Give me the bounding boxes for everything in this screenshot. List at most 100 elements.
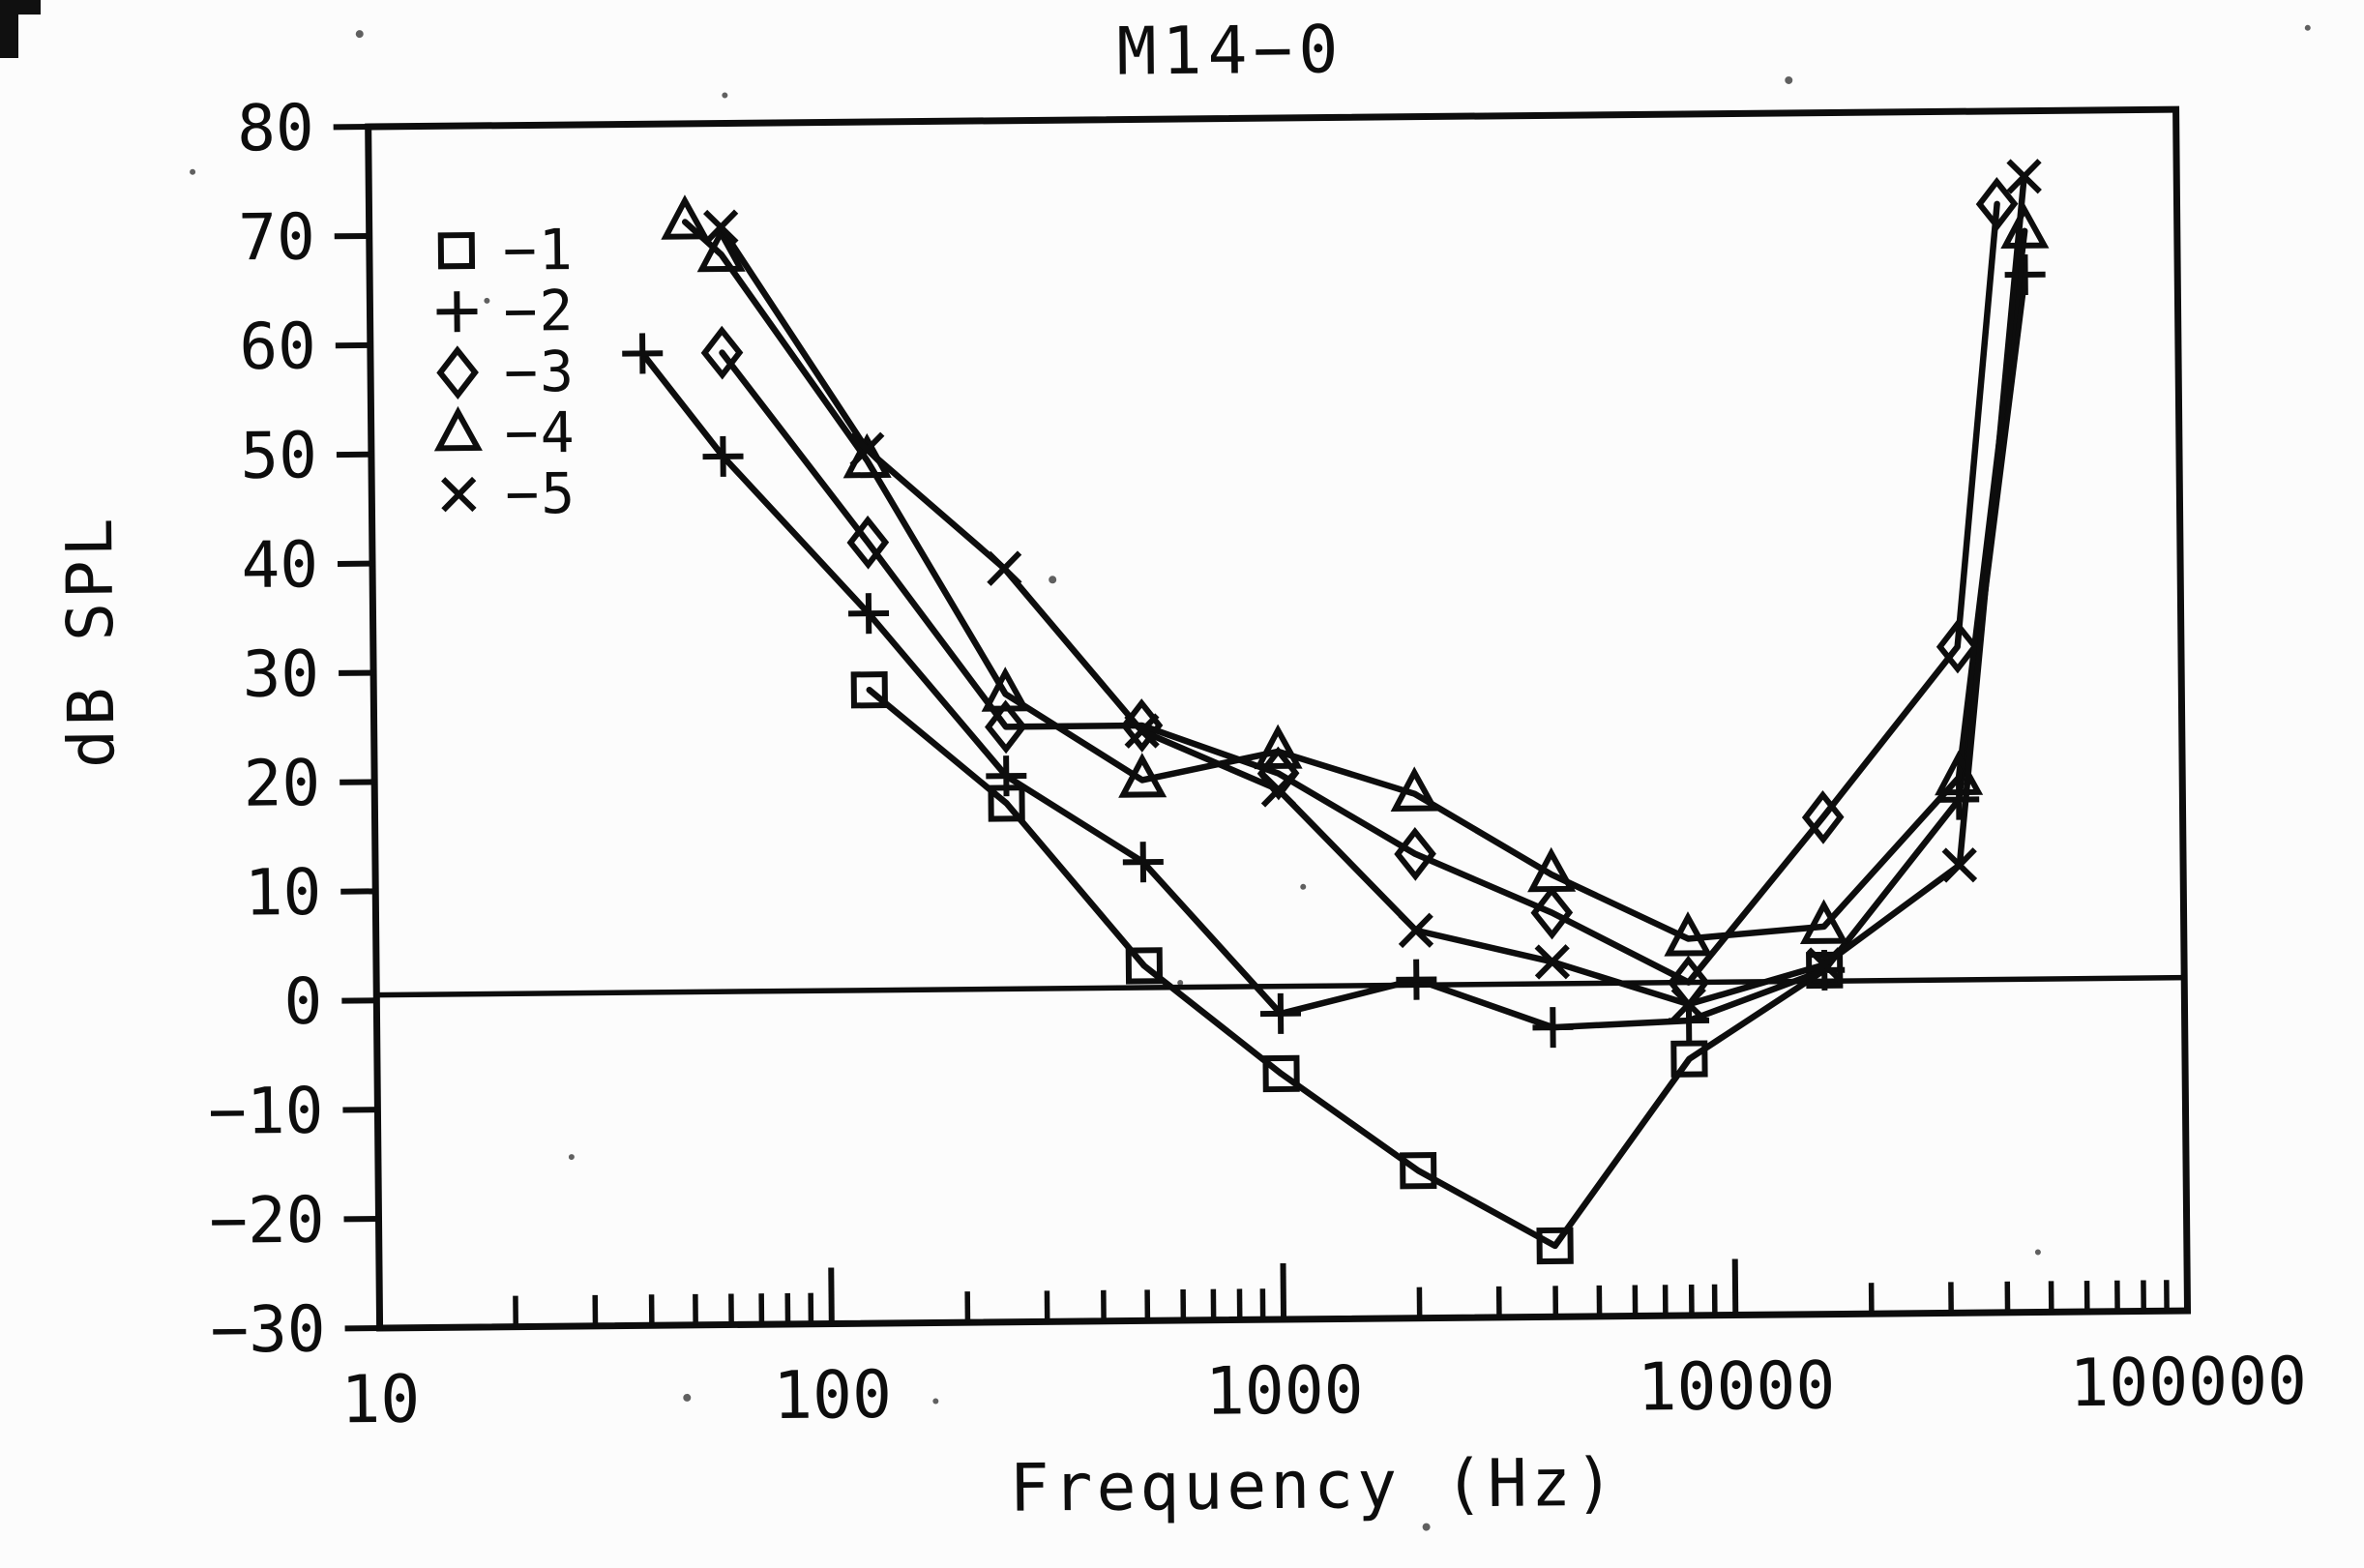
x-marker (849, 431, 885, 468)
legend-item-label: −4 (504, 399, 576, 466)
series-5-x (703, 159, 2042, 1022)
legend-item-label: −2 (503, 277, 576, 344)
x-marker (2006, 159, 2042, 194)
series-4-triangle (661, 194, 2050, 957)
x-axis-major-tick (828, 1267, 835, 1324)
y-tick-label: 30 (242, 636, 319, 712)
y-tick-label: 80 (237, 91, 314, 166)
y-tick-label: 40 (241, 527, 318, 603)
scan-speck (1049, 576, 1057, 584)
plus-marker (1938, 779, 1980, 820)
x-tick-label: 10 (340, 1362, 421, 1439)
triangle-marker (1664, 911, 1713, 957)
series-line (681, 219, 2028, 942)
legend-item: −5 (428, 459, 577, 527)
scan-speck (1177, 980, 1184, 987)
y-tick-label: −20 (209, 1183, 325, 1258)
x-axis-major-tick (1731, 1258, 1739, 1316)
x-marker (1260, 772, 1297, 808)
diamond-icon (436, 344, 479, 399)
zero-reference-line (376, 974, 2185, 998)
y-tick-label: 50 (240, 418, 317, 493)
scan-speck (722, 92, 728, 99)
scan-speck (1785, 75, 1793, 84)
series-3-diamond (700, 176, 2019, 1010)
legend-item: −1 (426, 216, 576, 283)
scan-artifact-corner (0, 0, 41, 58)
triangle-marker (661, 194, 710, 240)
diamond-marker (1530, 885, 1574, 940)
y-tick-label: −10 (208, 1074, 324, 1149)
diamond-marker (1936, 619, 1979, 674)
triangle-marker (1254, 724, 1303, 770)
triangle-marker (2000, 203, 2050, 250)
x-marker (1124, 713, 1160, 749)
legend-item-label: −1 (502, 216, 576, 283)
x-axis-major-tick (1280, 1262, 1287, 1320)
series-line (718, 173, 2027, 1008)
y-tick-label: 70 (238, 199, 315, 275)
x-axis-major-tick (2183, 1255, 2191, 1312)
plus-marker (622, 333, 664, 374)
triangle-icon (433, 405, 483, 451)
legend-item-label: −5 (504, 459, 577, 527)
legend-item-label: −3 (503, 338, 576, 405)
legend: −1 −2 −3 −4 −5 (426, 216, 577, 527)
diamond-marker (846, 515, 890, 570)
series-line (719, 200, 2000, 986)
plus-marker (1396, 959, 1437, 1000)
x-marker (1806, 947, 1843, 983)
x-icon (441, 476, 477, 512)
plus-marker (986, 755, 1027, 797)
scan-speck (2034, 1249, 2041, 1256)
scan-speck (932, 1398, 939, 1405)
square-marker (1536, 1227, 1574, 1265)
plus-marker (702, 435, 744, 477)
triangle-marker (1118, 753, 1167, 798)
plus-marker (1122, 842, 1164, 883)
x-marker (1534, 944, 1571, 980)
square-marker (1670, 1040, 1708, 1078)
x-marker (1398, 912, 1434, 949)
series-line (638, 271, 2028, 1031)
plus-marker (848, 593, 890, 635)
x-marker (1670, 986, 1707, 1022)
scan-speck (484, 297, 490, 304)
square-marker (1125, 947, 1164, 985)
x-tick-label: 100 (773, 1357, 893, 1435)
legend-item: −3 (427, 338, 576, 405)
plus-marker (1259, 992, 1302, 1034)
x-tick-label: 1000 (1204, 1352, 1364, 1431)
square-marker (1400, 1152, 1437, 1190)
square-icon (437, 231, 476, 269)
y-tick-label: 60 (239, 309, 316, 384)
plot-border (365, 105, 2192, 1332)
y-tick-label: 20 (243, 746, 320, 821)
legend-item: −4 (427, 399, 576, 466)
plus-marker (1532, 1007, 1574, 1049)
diamond-marker (1394, 826, 1436, 881)
scan-speck (1300, 883, 1307, 890)
scan-speck (1422, 1523, 1431, 1531)
plus-icon (436, 290, 478, 332)
y-tick-label: 0 (283, 964, 322, 1039)
scan-speck (2304, 24, 2311, 31)
series-line (866, 686, 1828, 1250)
x-tick-label: 100000 (2069, 1344, 2307, 1422)
diamond-marker (1801, 790, 1845, 844)
square-marker (988, 784, 1025, 822)
y-tick-label: 10 (244, 855, 321, 931)
x-marker (987, 550, 1022, 586)
triangle-marker (1799, 899, 1849, 945)
x-marker (1941, 847, 1978, 883)
scan-speck (355, 30, 364, 39)
triangle-marker (981, 666, 1030, 712)
legend-item: −2 (426, 277, 576, 344)
y-tick-label: −30 (210, 1292, 326, 1368)
diamond-marker (985, 699, 1027, 754)
x-marker (703, 209, 739, 246)
triangle-marker (1527, 846, 1577, 893)
square-marker (850, 671, 888, 709)
